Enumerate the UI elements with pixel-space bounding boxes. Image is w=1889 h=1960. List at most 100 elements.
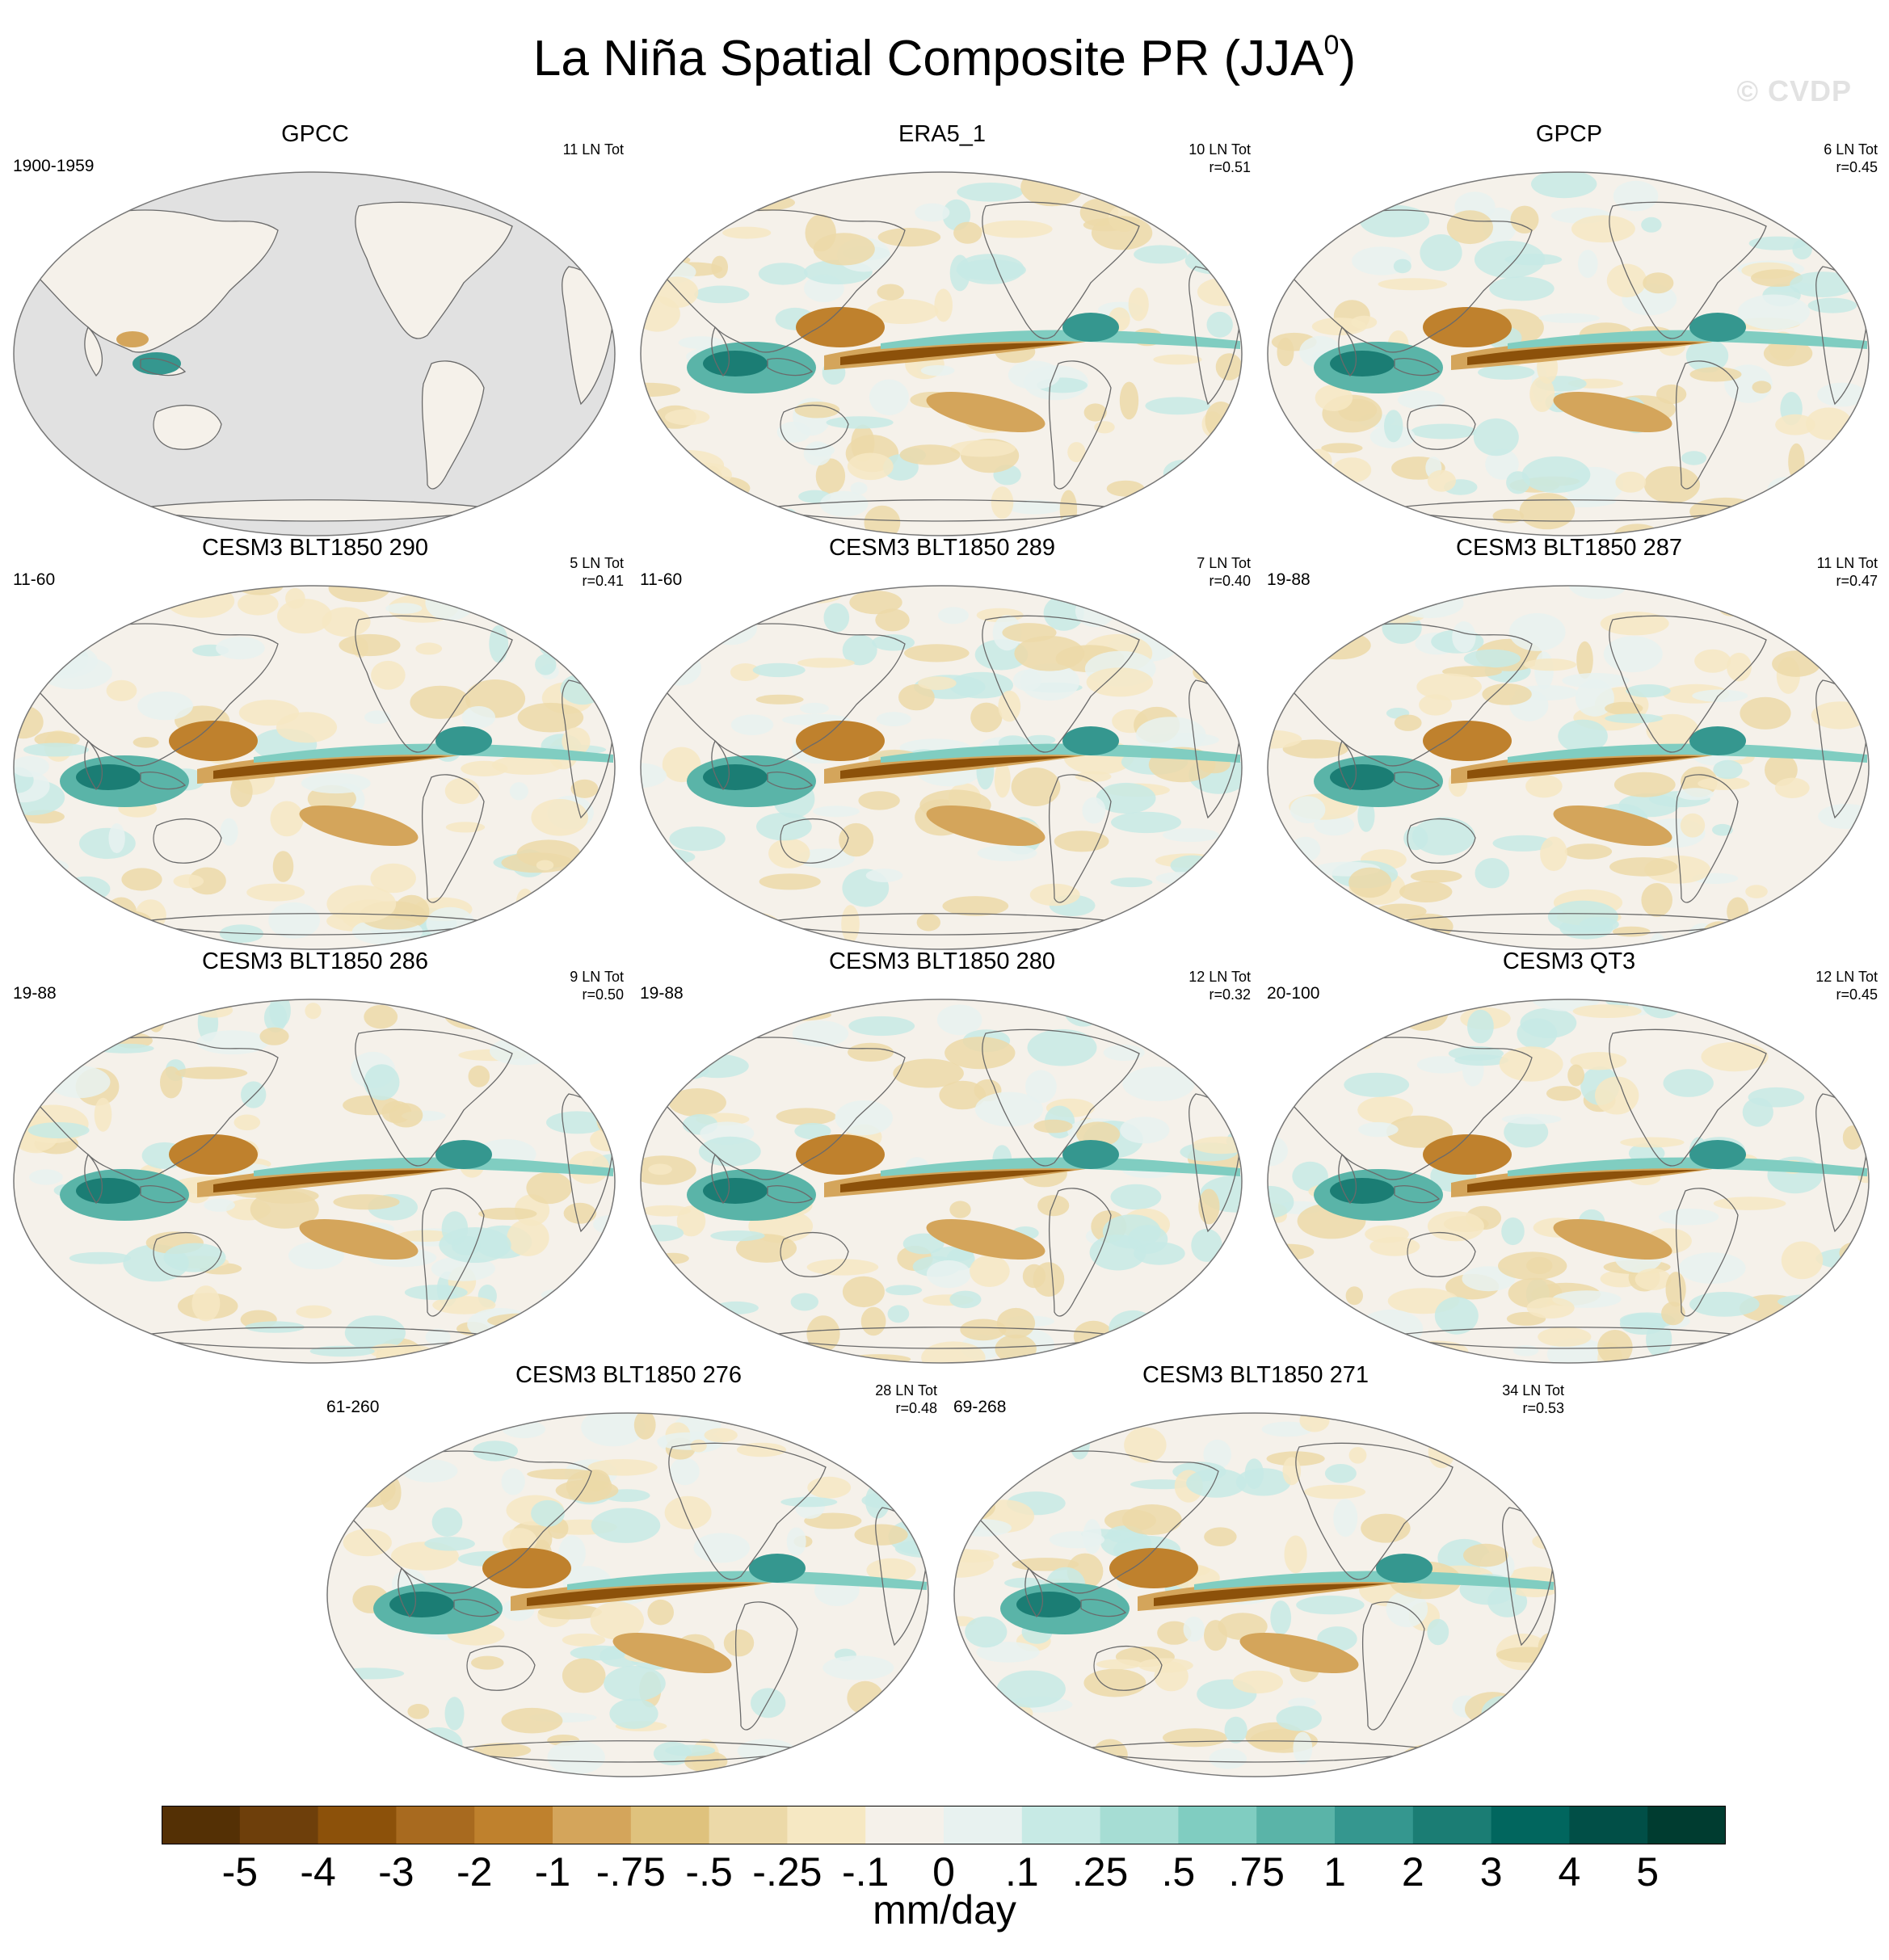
anomaly-blob — [14, 1034, 43, 1045]
coastline — [153, 818, 222, 864]
pattern-correlation: r=0.41 — [582, 573, 624, 589]
anomaly-blob — [1363, 1340, 1416, 1357]
anomaly-blob — [780, 1496, 838, 1508]
anomaly-blob — [1641, 883, 1672, 917]
anomaly-blob — [648, 477, 670, 491]
land-area — [355, 202, 512, 339]
anomaly-blob — [1386, 1591, 1428, 1628]
anomaly-blob — [704, 1428, 738, 1443]
anomaly-blob — [751, 1688, 786, 1718]
coastline — [975, 1450, 1219, 1594]
anomaly-blob — [869, 379, 909, 415]
pattern-correlation: r=0.45 — [1836, 986, 1878, 1003]
anomaly-blob — [1106, 480, 1145, 497]
anomaly-blob — [501, 1707, 563, 1734]
anomaly-blob — [1454, 1054, 1509, 1066]
anomaly-blob — [188, 867, 226, 895]
anomaly-blob — [1292, 1161, 1328, 1192]
anomaly-blob — [1618, 793, 1680, 818]
anomaly-blob — [898, 683, 935, 711]
anomaly-blob — [106, 679, 137, 701]
panel-stats: 12 LN Tot r=0.32 — [1189, 968, 1251, 1003]
anomaly-blob — [1531, 172, 1597, 199]
anomaly-blob — [1790, 1332, 1842, 1353]
anomaly-blob — [818, 1740, 841, 1763]
anomaly-blob — [926, 1260, 971, 1289]
anomaly-blob — [37, 885, 74, 905]
coastline — [140, 772, 187, 790]
anomaly-blob — [1138, 1658, 1193, 1673]
anomaly-blob — [669, 826, 726, 852]
anomaly-blob — [1163, 1728, 1227, 1748]
colorbar-box — [239, 1806, 319, 1844]
coastline — [767, 772, 814, 790]
anomaly-blob — [1222, 192, 1242, 221]
anomaly-blob — [886, 1285, 923, 1296]
anomaly-blob — [1476, 1714, 1507, 1744]
anomaly-blob — [1538, 313, 1600, 323]
coastline — [734, 1601, 798, 1731]
anomaly-blob — [1157, 1621, 1192, 1645]
anomaly-blob — [665, 409, 710, 426]
se-pacific-dry-band — [1553, 391, 1672, 433]
anomaly-blob — [736, 1442, 787, 1457]
robinson-map — [1267, 585, 1870, 950]
anomaly-blob — [1613, 180, 1659, 212]
anomaly-blob — [1615, 471, 1647, 493]
anomaly-blob — [502, 1528, 537, 1553]
anomaly-blob — [531, 799, 588, 836]
map-outline — [13, 999, 616, 1364]
coastline — [1289, 623, 1533, 767]
anomaly-blob — [1348, 867, 1392, 898]
anomaly-blob — [1209, 1748, 1247, 1769]
anomaly-blob — [285, 587, 305, 609]
anomaly-blob — [1193, 633, 1212, 660]
anomaly-blob — [173, 874, 204, 889]
anomaly-blob — [877, 284, 904, 301]
anomaly-blob — [1083, 1668, 1146, 1697]
pacific-dry-tongue-core — [1467, 1170, 1702, 1192]
anomaly-blob — [604, 1665, 666, 1701]
anomaly-blob — [668, 1088, 726, 1117]
colorbar-tick-label: 4 — [1558, 1849, 1581, 1895]
anomaly-blob — [1504, 1415, 1555, 1435]
anomaly-blob — [1411, 423, 1477, 440]
anomaly-blob — [133, 737, 159, 748]
anomaly-blob — [1358, 1121, 1399, 1138]
anomaly-blob — [1355, 172, 1418, 196]
coastline — [1289, 209, 1533, 353]
anomaly-blob — [1708, 586, 1760, 596]
anomaly-blob — [1677, 788, 1714, 801]
coastline — [711, 1153, 730, 1205]
itcz-wet-band — [254, 743, 613, 763]
anomaly-blob — [562, 1658, 606, 1693]
itcz-wet-band — [881, 1157, 1240, 1176]
anomaly-blob — [578, 1257, 608, 1281]
anomaly-blob — [737, 1739, 795, 1763]
anomaly-blob — [1268, 237, 1299, 253]
anomaly-blob — [1203, 1439, 1231, 1470]
anomaly-blob — [444, 777, 480, 805]
anomaly-blob — [1499, 1046, 1563, 1082]
anomaly-blob — [1315, 385, 1353, 411]
coastline — [1048, 360, 1112, 490]
anomaly-blob — [1765, 1318, 1797, 1356]
anomaly-blob — [1268, 479, 1331, 505]
map-outline — [1267, 585, 1870, 950]
anomaly-blob — [238, 592, 279, 616]
anomaly-blob — [794, 402, 840, 418]
colorbar-box — [1335, 1806, 1414, 1844]
robinson-map — [13, 999, 616, 1364]
anomaly-blob — [1646, 713, 1699, 747]
coastline — [421, 360, 485, 490]
anomaly-blob — [1485, 448, 1519, 480]
anomaly-blob — [1163, 460, 1203, 487]
anomaly-blob — [642, 1205, 691, 1217]
anomaly-blob — [1606, 263, 1647, 298]
colorbar-labels: -5 -4 -3 -2 -1 -.75 -.5 -.25 -.1 0 .1 .25 .5 .75 1 2 3 4 5 — [0, 1844, 1889, 1900]
cvdp-watermark: © CVDP — [1736, 74, 1852, 107]
anomaly-blob — [175, 1066, 248, 1079]
map-field — [954, 1413, 1555, 1777]
panel-stats: 7 LN Tot r=0.40 — [1197, 554, 1251, 590]
map-panel: GPCC 1900-1959 11 LN Tot — [0, 120, 630, 540]
